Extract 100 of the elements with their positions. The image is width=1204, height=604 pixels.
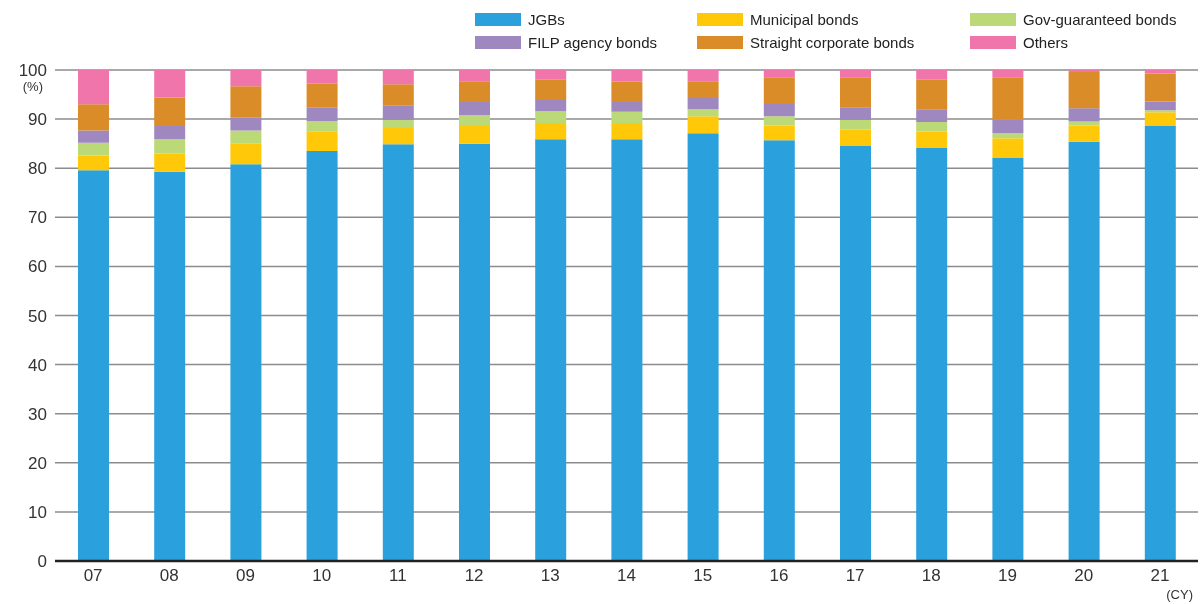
bar	[611, 81, 643, 102]
bar	[992, 70, 1024, 78]
x-tick-label: 09	[236, 566, 255, 586]
legend-label: JGBs	[528, 10, 565, 28]
bar	[306, 83, 338, 108]
bar	[459, 125, 490, 144]
bar	[459, 115, 490, 126]
bar	[535, 139, 567, 561]
bar	[78, 70, 109, 105]
bar	[763, 140, 795, 561]
bar	[154, 70, 186, 98]
bar	[230, 143, 262, 165]
y-tick-label: 0	[37, 552, 47, 572]
bar	[306, 151, 338, 561]
bar	[230, 130, 262, 144]
bar	[840, 145, 871, 561]
bar	[687, 81, 719, 98]
y-tick-label: 80	[28, 159, 47, 179]
x-tick-label: 20	[1074, 566, 1094, 586]
x-tick-label: 13	[540, 566, 560, 586]
bar	[154, 153, 186, 172]
bar	[992, 138, 1024, 158]
bar	[992, 77, 1024, 120]
bar	[687, 70, 719, 82]
bar	[382, 70, 414, 85]
bar	[78, 104, 109, 131]
bar	[535, 79, 567, 100]
bar	[992, 157, 1024, 561]
bar	[382, 144, 414, 561]
bar	[535, 123, 567, 140]
bar	[154, 97, 186, 126]
x-tick-label: 19	[998, 566, 1017, 586]
x-tick-label: 08	[159, 566, 179, 586]
y-tick-label: 20	[28, 453, 47, 473]
bar	[763, 125, 795, 141]
x-tick-label: 16	[769, 566, 789, 586]
bar	[1144, 125, 1176, 561]
bar	[535, 99, 567, 112]
bar	[687, 133, 719, 561]
bar	[1068, 141, 1100, 561]
bar	[535, 70, 567, 80]
bar	[611, 70, 643, 82]
bar	[459, 81, 490, 102]
bar	[306, 70, 338, 84]
x-axis-title: (CY)	[1166, 587, 1193, 602]
bar	[916, 148, 948, 561]
bar	[992, 133, 1024, 139]
bar	[687, 97, 719, 110]
y-tick-label: 60	[28, 257, 47, 277]
bar	[763, 77, 795, 104]
bar	[916, 70, 948, 80]
bar	[611, 139, 643, 561]
bar	[78, 170, 109, 561]
legend-label: Others	[1023, 33, 1069, 51]
bar	[916, 131, 948, 149]
bar	[459, 143, 490, 561]
bar	[687, 109, 719, 117]
bar	[916, 122, 948, 132]
bar	[78, 130, 109, 143]
bar	[230, 86, 262, 118]
x-tick-label: 21	[1150, 566, 1170, 586]
x-tick-label: 14	[617, 566, 636, 586]
bar	[916, 109, 948, 123]
bar	[1068, 71, 1100, 109]
bar	[382, 127, 414, 145]
y-tick-label: 10	[28, 502, 47, 522]
y-tick-label: 50	[28, 306, 47, 326]
bar	[459, 70, 490, 82]
bar	[992, 119, 1024, 134]
bar	[840, 77, 871, 108]
bar	[306, 107, 338, 122]
y-tick-label: 70	[28, 208, 47, 228]
bar	[535, 111, 567, 124]
bar	[382, 105, 414, 121]
x-tick-label: 10	[312, 566, 332, 586]
bar	[230, 164, 262, 561]
y-tick-label: 30	[28, 404, 47, 424]
bar	[78, 155, 109, 171]
bar	[840, 107, 871, 121]
bar	[1068, 108, 1100, 122]
bar	[1144, 73, 1176, 102]
bar	[1144, 112, 1176, 126]
bar	[687, 116, 719, 134]
bar	[611, 101, 643, 112]
bar	[1144, 101, 1176, 111]
x-tick-label: 12	[464, 566, 484, 586]
bar	[306, 131, 338, 152]
bar	[611, 111, 643, 124]
y-axis-title: (%)	[22, 79, 43, 95]
bar	[78, 142, 109, 156]
legend-label: Straight corporate bonds	[750, 33, 915, 51]
bar	[840, 70, 871, 78]
y-tick-label: 100	[18, 61, 47, 81]
bar	[230, 70, 262, 87]
legend-label: FILP agency bonds	[528, 33, 657, 51]
legend-label: Municipal bonds	[750, 10, 859, 28]
y-tick-label: 90	[28, 110, 47, 130]
bar	[763, 70, 795, 78]
bar	[840, 129, 871, 146]
bar	[382, 84, 414, 106]
